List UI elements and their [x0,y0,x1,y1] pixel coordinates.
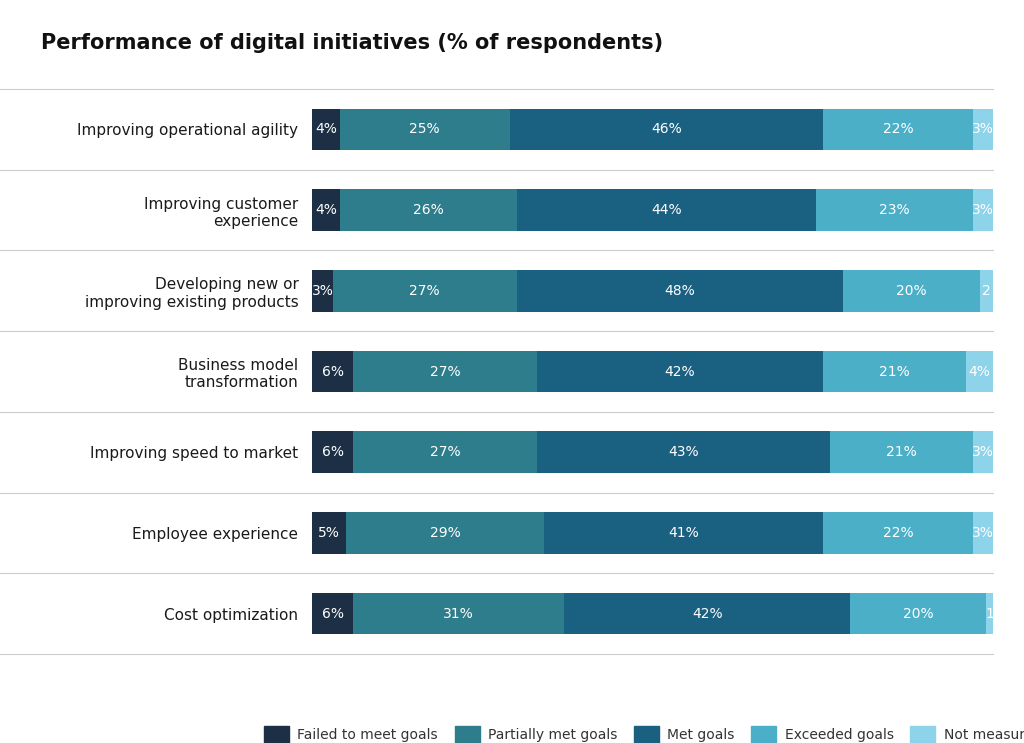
Text: 21%: 21% [880,365,910,378]
Text: 42%: 42% [665,365,695,378]
Text: 6%: 6% [322,606,344,620]
Bar [850,592,986,635]
Bar [823,351,966,392]
Bar [966,351,993,392]
Text: 3%: 3% [972,526,994,540]
Text: 48%: 48% [665,284,695,298]
Bar [973,189,993,231]
Bar [829,431,973,473]
Bar [353,351,537,392]
Bar [973,108,993,151]
Text: 25%: 25% [410,123,440,137]
Bar [986,592,993,635]
Text: 23%: 23% [880,203,910,217]
Text: 27%: 27% [430,445,461,459]
Text: 3%: 3% [311,284,334,298]
Bar [333,270,517,312]
Text: 44%: 44% [651,203,682,217]
Bar [312,270,333,312]
Text: 29%: 29% [430,526,461,540]
Bar [973,431,993,473]
Legend: Failed to meet goals, Partially met goals, Met goals, Exceeded goals, Not measur: Failed to meet goals, Partially met goal… [264,726,1024,743]
Text: 3%: 3% [972,123,994,137]
Text: 27%: 27% [410,284,440,298]
Bar [353,592,564,635]
Text: 46%: 46% [651,123,682,137]
Text: 2: 2 [982,284,991,298]
Text: 22%: 22% [883,123,913,137]
Bar [346,512,544,554]
Bar [980,270,993,312]
Bar [823,512,973,554]
Bar [844,270,980,312]
Bar [340,108,510,151]
Text: 42%: 42% [692,606,723,620]
Text: 6%: 6% [322,445,344,459]
Bar [340,189,517,231]
Text: 4%: 4% [315,203,337,217]
Text: 26%: 26% [413,203,443,217]
Bar [537,351,823,392]
Bar [973,512,993,554]
Bar [816,189,973,231]
Text: 6%: 6% [322,365,344,378]
Text: 5%: 5% [318,526,340,540]
Bar [537,431,829,473]
Bar [544,512,823,554]
Text: 43%: 43% [668,445,698,459]
Text: 3%: 3% [972,203,994,217]
Text: 20%: 20% [896,284,927,298]
Bar [516,189,816,231]
Text: 20%: 20% [903,606,934,620]
Text: 22%: 22% [883,526,913,540]
Bar [312,431,353,473]
Bar [353,431,537,473]
Bar [564,592,850,635]
Text: 4%: 4% [969,365,990,378]
Text: 21%: 21% [886,445,916,459]
Bar [312,108,340,151]
Bar [312,512,346,554]
Text: 3%: 3% [972,445,994,459]
Bar [823,108,973,151]
Bar [312,351,353,392]
Text: Performance of digital initiatives (% of respondents): Performance of digital initiatives (% of… [41,33,664,53]
Text: 1: 1 [985,606,994,620]
Text: 4%: 4% [315,123,337,137]
Text: 41%: 41% [668,526,698,540]
Text: 31%: 31% [443,606,474,620]
Bar [510,108,823,151]
Bar [312,592,353,635]
Text: 27%: 27% [430,365,461,378]
Bar [516,270,844,312]
Bar [312,189,340,231]
